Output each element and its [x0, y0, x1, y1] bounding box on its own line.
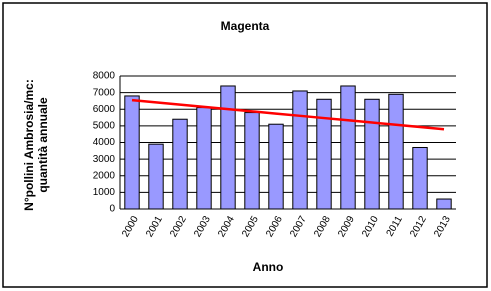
y-tick-label: 2000 [93, 170, 116, 181]
bar [436, 198, 452, 210]
bar [364, 98, 380, 210]
bar [196, 107, 212, 210]
bar [340, 85, 356, 210]
bar [220, 85, 236, 210]
bar [388, 93, 404, 210]
chart-title: Magenta [221, 19, 270, 33]
bar [412, 146, 428, 210]
y-tick-label: 7000 [93, 87, 116, 98]
bar [316, 98, 332, 210]
y-tick-label: 5000 [93, 121, 116, 132]
x-axis-title: Anno [253, 260, 284, 274]
bar [172, 118, 188, 210]
y-tick-label: 3000 [93, 154, 116, 165]
y-tick-label: 4000 [93, 137, 116, 148]
bar [268, 123, 284, 210]
y-tick-label: 6000 [93, 104, 116, 115]
bar [244, 112, 260, 210]
y-tick-label: 1000 [93, 187, 116, 198]
y-axis-title: quantità annuale [36, 97, 50, 193]
y-tick-label: 0 [109, 204, 115, 215]
trend-line [131, 98, 445, 131]
bar [124, 95, 140, 210]
bar [292, 90, 308, 210]
y-axis-title: N°pollini Ambrosia/mc: [22, 79, 36, 211]
y-tick-label: 8000 [93, 71, 116, 82]
bar [148, 143, 164, 210]
